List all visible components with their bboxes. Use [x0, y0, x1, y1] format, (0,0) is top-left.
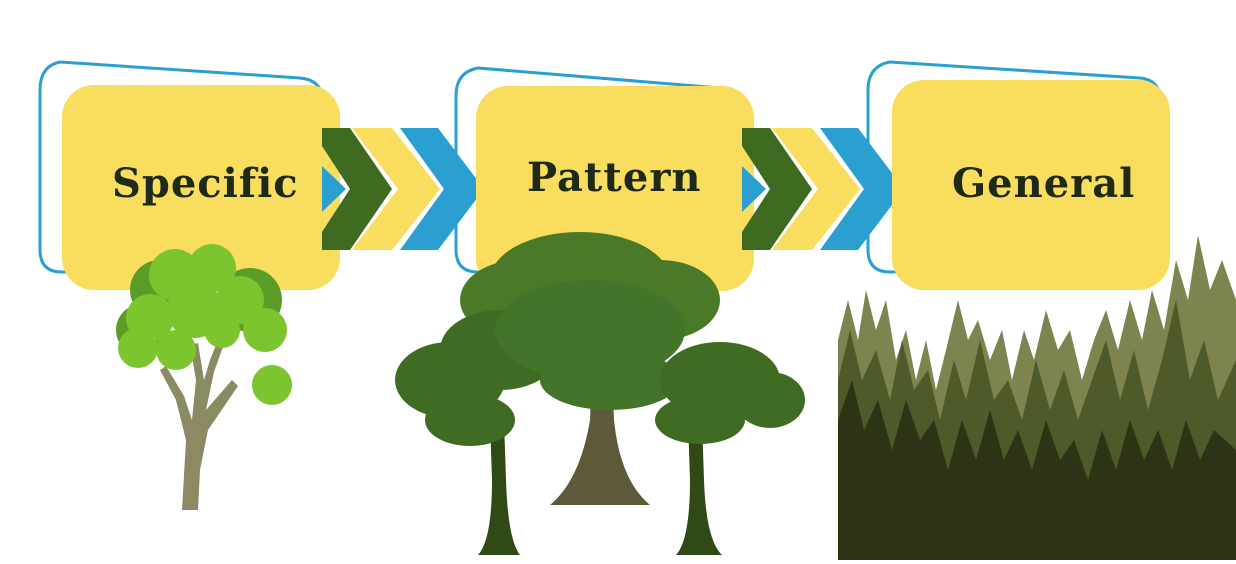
oak-trunk-left — [478, 420, 520, 555]
tree-trunk — [160, 340, 238, 510]
oak-canopy-left — [395, 310, 560, 446]
chevron-blue — [400, 128, 484, 250]
chevron-blue — [820, 128, 904, 250]
oak-canopy-right — [655, 342, 805, 444]
chevron-dark-green — [322, 128, 392, 250]
chevron-yellow — [772, 128, 860, 250]
oak-trunk-right — [676, 420, 722, 555]
oak-trunk-center — [550, 370, 650, 505]
stage-label-specific: Specific — [112, 160, 299, 207]
oak-canopy-center — [495, 280, 685, 410]
stage-label-pattern: Pattern — [527, 154, 702, 201]
chevron-yellow — [352, 128, 440, 250]
chevron-connector-2 — [742, 128, 904, 250]
stage-specific — [38, 60, 340, 290]
forest-illustration — [838, 235, 1236, 560]
tree-foliage-light — [118, 244, 292, 405]
chevron-connector-1 — [322, 128, 484, 250]
chevron-blue-tip — [742, 166, 766, 212]
group-of-trees-illustration — [395, 232, 805, 555]
box-general — [892, 80, 1170, 290]
forest-front-layer — [838, 380, 1236, 560]
chevron-blue-tip — [322, 166, 346, 212]
chevron-dark-green — [742, 128, 812, 250]
stage-label-general: General — [952, 160, 1136, 207]
box-specific — [62, 85, 340, 290]
stage-general — [866, 60, 1170, 290]
single-tree-illustration — [116, 244, 292, 510]
